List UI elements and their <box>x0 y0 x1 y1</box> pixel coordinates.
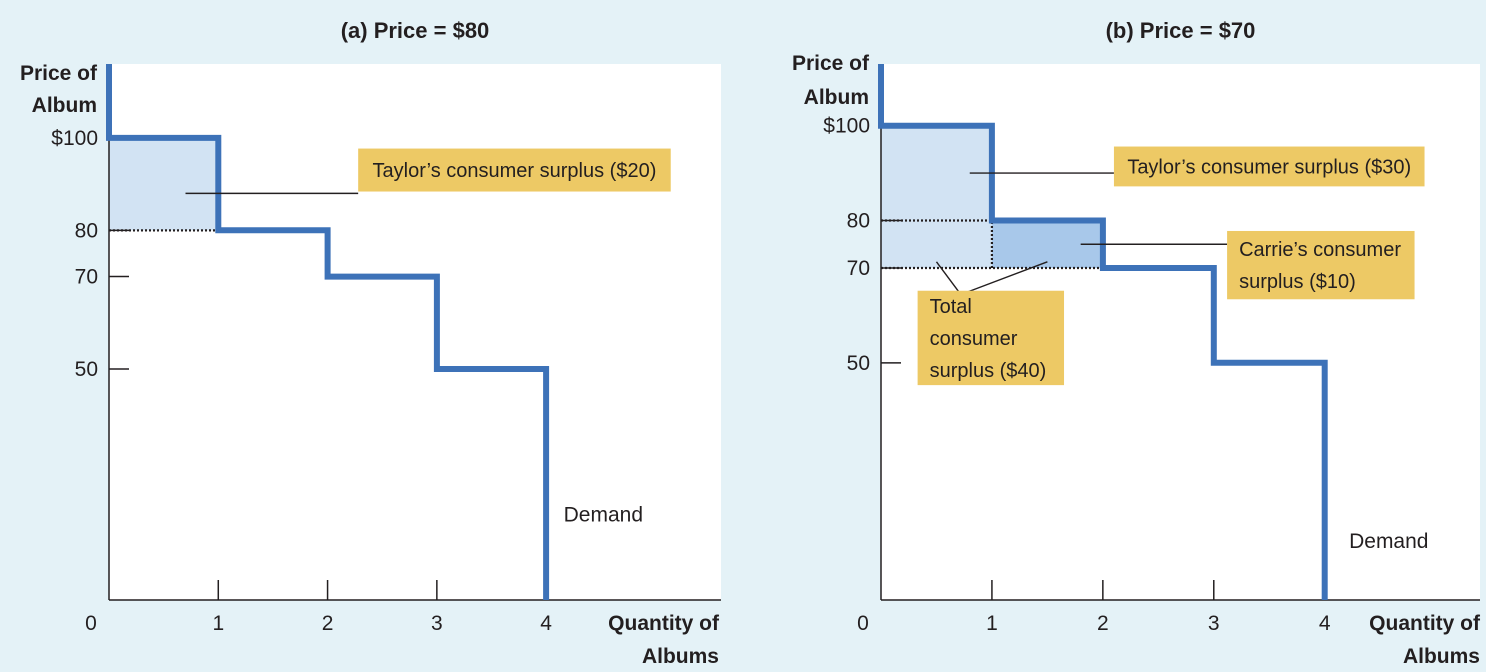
panel-b-x-tick-label-4: 4 <box>1319 612 1331 635</box>
panel-b-annotation-2-line-1: Carrie’s consumer <box>1239 239 1401 261</box>
panel-b-annotation-3-line-2: consumer <box>930 328 1018 350</box>
panel-a-y-tick-label-50: 50 <box>75 358 98 381</box>
panel-b-y-tick-label-70: 70 <box>847 257 870 280</box>
panel-a-origin-label: 0 <box>85 612 97 635</box>
panel-b-x-tick-label-2: 2 <box>1097 612 1109 635</box>
panel-b-demand-label: Demand <box>1349 530 1428 553</box>
panel-b-surplus-area-1 <box>881 125 992 268</box>
panel-b-annotation-3-line-1: Total <box>930 296 972 318</box>
panel-a-x-tick-label-4: 4 <box>540 612 552 635</box>
panel-a-y-tick-label-70: 70 <box>75 266 98 289</box>
panel-b-title: (b) Price = $70 <box>1106 18 1256 43</box>
panel-a-x-tick-label-1: 1 <box>212 612 224 635</box>
panel-a: (a) Price = $80 Price of Album Quantity … <box>20 18 721 668</box>
panel-a-y-tick-label-100: $100 <box>51 127 98 150</box>
panel-a-annotation-1-line-1: Taylor’s consumer surplus ($20) <box>373 160 657 182</box>
panel-b-annotation-3-pointer-1 <box>935 261 962 295</box>
panel-a-x-tick-label-2: 2 <box>322 612 334 635</box>
panel-b-x-axis-title-line1: Quantity of <box>1369 612 1481 635</box>
panel-a-title: (a) Price = $80 <box>341 18 490 43</box>
panel-a-annotation-1-box <box>358 148 671 192</box>
panel-b-x-axis-title-line2: Albums <box>1403 645 1480 668</box>
panel-b-annotation-2-line-2: surplus ($10) <box>1239 271 1356 293</box>
panel-a-surplus-area-1 <box>109 137 219 231</box>
panel-a-x-tick-label-3: 3 <box>431 612 443 635</box>
panel-b-annotation-2-box <box>1227 230 1415 300</box>
panel-b-x-tick-label-3: 3 <box>1208 612 1220 635</box>
panel-a-x-axis-title-line1: Quantity of <box>608 612 720 635</box>
panel-a-y-axis-title-line2: Album <box>32 94 97 117</box>
panel-b-y-axis-title-line1: Price of <box>792 52 870 75</box>
panel-b-annotation-1-box <box>1113 146 1425 187</box>
panel-b-annotation-3-line-3: surplus ($40) <box>930 360 1047 382</box>
panel-b-annotation-1-line-1: Taylor’s consumer surplus ($30) <box>1127 156 1411 178</box>
panel-b-annotation-3-pointer-2 <box>960 261 1048 296</box>
panel-a-demand-curve <box>106 64 550 600</box>
panel-b-y-tick-label-80: 80 <box>847 210 870 233</box>
panel-a-y-axis-title-line1: Price of <box>20 62 98 85</box>
panel-b-annotation-3-box <box>917 290 1065 386</box>
panel-b: (b) Price = $70 Price of Album Quantity … <box>792 18 1481 668</box>
panel-a-demand-label: Demand <box>564 503 643 526</box>
panel-a-y-tick-label-80: 80 <box>75 219 98 242</box>
panel-a-x-axis-title-line2: Albums <box>642 645 719 668</box>
panel-b-origin-label: 0 <box>857 612 869 635</box>
panel-b-y-axis-title-line2: Album <box>804 86 869 109</box>
panel-b-y-tick-label-50: 50 <box>847 352 870 375</box>
panel-b-x-tick-label-1: 1 <box>986 612 998 635</box>
panel-b-y-tick-label-100: $100 <box>823 115 870 138</box>
